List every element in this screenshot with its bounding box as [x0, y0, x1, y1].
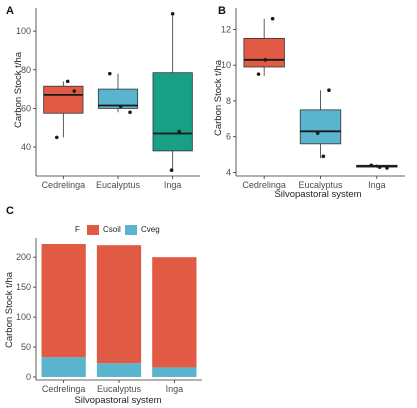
data-point-b — [377, 165, 382, 169]
y-tick-label-a: 60 — [21, 103, 31, 113]
y-axis-title-c: Carbon Stock t/ha — [4, 271, 15, 348]
x-tick-label-c: Inga — [166, 384, 184, 394]
panel-b: B Carbon Stock t/ha Silvopastoral system… — [213, 5, 405, 200]
data-point-a — [170, 11, 175, 16]
bar-cveg-inga — [152, 367, 197, 378]
panel-c: C Carbon Stock t/ha Silvopastoral system… — [4, 205, 202, 406]
legend-title: F — [75, 225, 80, 234]
panel-a: A Carbon Stock t/ha 40 60 80 100 Cedrelinga E… — [6, 5, 200, 190]
y-tick-label-b: 6 — [226, 132, 231, 142]
bar-csoil-eucalyptus — [96, 245, 142, 364]
y-tick-label-a: 40 — [21, 142, 31, 152]
data-point-a — [128, 110, 132, 115]
legend: F Csoil Cveg — [75, 225, 160, 235]
data-point-a — [177, 129, 182, 134]
x-tick-label-b: Eucalyptus — [298, 180, 343, 190]
legend-label-cveg: Cveg — [141, 225, 160, 234]
y-tick-label-b: 12 — [221, 24, 231, 34]
x-tick-label-c: Eucalyptus — [97, 384, 142, 394]
data-point-b — [270, 16, 275, 21]
legend-swatch-cveg — [125, 225, 137, 235]
x-axis-title-c: Silvopastoral system — [74, 395, 161, 406]
data-point-b — [369, 163, 374, 168]
panel-label-c: C — [6, 205, 14, 217]
y-axis-title-a: Carbon Stock t/ha — [13, 51, 24, 128]
x-tick-label-c: Cedrelinga — [42, 384, 86, 394]
y-tick-label-a: 100 — [16, 26, 31, 36]
data-point-a — [118, 104, 123, 109]
y-tick-label-b: 4 — [226, 167, 231, 177]
y-tick-label-c: 150 — [16, 282, 31, 292]
y-tick-label-c: 200 — [16, 252, 31, 262]
legend-swatch-csoil — [87, 225, 99, 235]
data-point-a — [169, 168, 174, 173]
bar-cveg-cedrelinga — [41, 357, 86, 378]
x-tick-label-b: Cedrelinga — [242, 180, 286, 190]
x-tick-label-a: Eucalyptus — [96, 180, 141, 190]
box-a-cedrelinga — [43, 85, 84, 114]
y-tick-label-c: 100 — [16, 312, 31, 322]
bar-csoil-cedrelinga — [41, 243, 86, 358]
data-point-b — [256, 72, 261, 76]
data-point-b — [327, 88, 331, 93]
y-tick-label-b: 10 — [221, 60, 231, 70]
y-tick-label-a: 80 — [21, 65, 31, 75]
data-point-a — [54, 135, 59, 140]
x-tick-label-a: Inga — [164, 180, 182, 190]
box-b-cedrelinga — [243, 37, 285, 68]
data-point-a — [72, 89, 77, 93]
bar-csoil-inga — [152, 257, 197, 368]
data-point-b — [385, 166, 389, 170]
bar-cveg-eucalyptus — [96, 363, 142, 378]
data-point-a — [108, 71, 112, 76]
data-point-b — [315, 131, 320, 135]
x-tick-label-a: Cedrelinga — [42, 180, 86, 190]
panel-label-a: A — [6, 5, 14, 17]
box-b-eucalyptus — [299, 109, 342, 145]
y-tick-label-c: 50 — [21, 342, 31, 352]
x-tick-label-b: Inga — [368, 180, 386, 190]
data-point-b — [263, 58, 268, 62]
y-tick-label-b: 8 — [226, 96, 231, 106]
x-axis-title-b: Silvopastoral system — [274, 189, 361, 200]
data-point-b — [321, 154, 326, 159]
box-a-eucalyptus — [97, 88, 139, 109]
legend-label-csoil: Csoil — [103, 225, 121, 234]
y-axis-title-b: Carbon Stock t/ha — [213, 59, 224, 136]
data-point-a — [65, 79, 70, 84]
panel-label-b: B — [218, 5, 226, 17]
box-a-inga — [152, 72, 193, 152]
y-tick-label-c: 0 — [26, 372, 31, 382]
